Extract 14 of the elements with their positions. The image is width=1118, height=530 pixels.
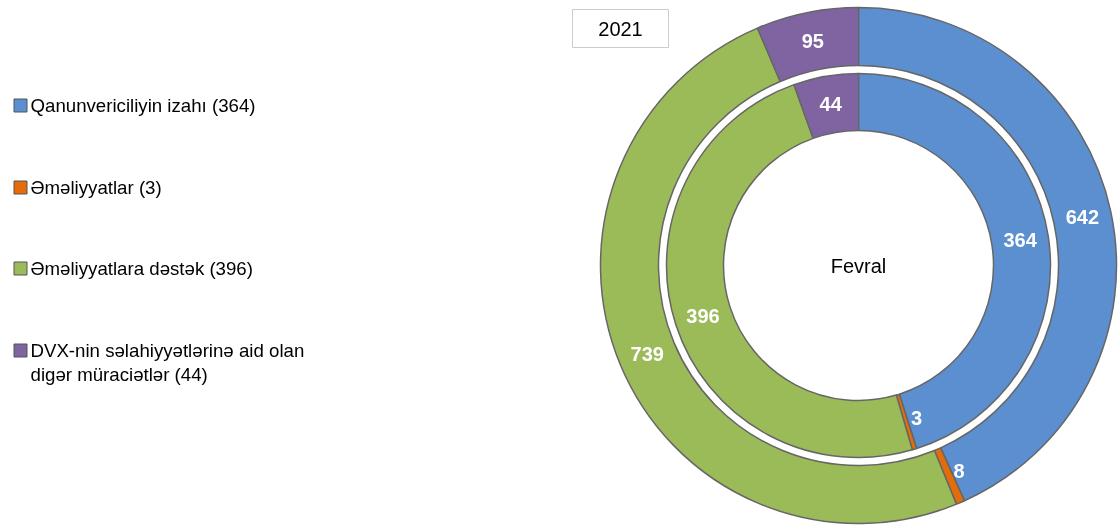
data-label: 3: [911, 407, 923, 430]
data-label: 739: [630, 342, 664, 365]
legend-label: Əməliyyatlar (3): [30, 177, 162, 198]
data-label: 364: [1003, 229, 1038, 252]
slice-label: Fevral: [830, 254, 887, 277]
legend-label: DVX-nin səlahiyyətlərinə aid olan digər müraciətlər (44): [30, 340, 305, 385]
data-label: 396: [686, 304, 720, 327]
slice-label: 2021: [598, 17, 643, 40]
data-label: 44: [819, 93, 843, 116]
data-label: 8: [953, 460, 965, 483]
legend-label: Qanunvericiliyin izahı (364): [30, 95, 256, 116]
data-label: 95: [801, 30, 824, 53]
data-label: 642: [1065, 206, 1100, 229]
legend-label: Əməliyyatlara dəstək (396): [30, 258, 253, 279]
